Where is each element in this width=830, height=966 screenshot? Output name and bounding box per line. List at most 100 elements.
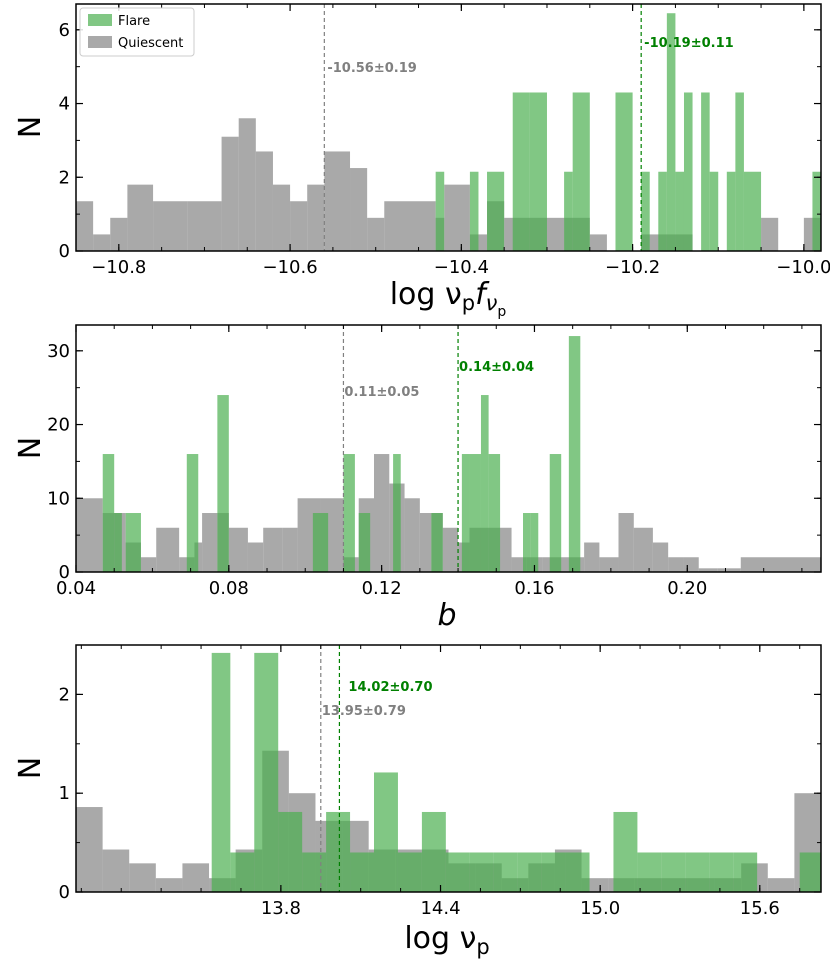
panel-1-quiescent-bar-4 — [153, 201, 188, 251]
panel-2-quiescent-bar-32 — [652, 542, 669, 572]
panel-1-quiescent-bar-10 — [290, 201, 308, 251]
panel-1-ytick-label: 0 — [59, 241, 70, 262]
panel-1-ytick-label: 4 — [59, 94, 70, 115]
panel-3-quiescent-bar-1 — [102, 849, 130, 892]
panel-1-flare-bar-4 — [529, 92, 547, 251]
panel-1-flare-bar-15 — [726, 171, 736, 251]
panel-1-xtick-label: −10.8 — [91, 257, 146, 278]
panel-1-xtick-label: −10.4 — [434, 257, 489, 278]
panel-2-quiescent-bar-4 — [156, 527, 180, 572]
panel-2-quiescent-bar-30 — [618, 513, 634, 572]
panel-3-flare-bar-3 — [278, 811, 303, 892]
panel-3-flare-bar-4 — [302, 852, 327, 892]
panel-1-flare-bar-14 — [709, 171, 719, 251]
panel-2-flare-median-label: 0.14±0.04 — [459, 360, 534, 375]
panel-3-medians: 13.95±0.79 14.02±0.70 — [320, 645, 433, 892]
panel-1-quiescent-bar-9 — [272, 184, 291, 251]
panel-3-xtick-label: 14.4 — [420, 898, 460, 919]
panel-3-quiescent-bar-4 — [182, 863, 210, 892]
panel-2-xtick-label: 0.16 — [514, 578, 554, 599]
panel-1-flare-bar-5 — [564, 171, 573, 251]
panel-2-flare-bar-14 — [488, 454, 501, 572]
panel-1-ticks: −10.8 −10.6 −10.4 −10.2 −10.0 0 2 4 6 — [59, 4, 830, 278]
panel-3-flare-median-label: 14.02±0.70 — [348, 680, 432, 695]
panel-3-quiescent-median-label: 13.95±0.79 — [322, 704, 406, 719]
legend-quiescent-label: Quiescent — [118, 36, 183, 51]
panel-2-quiescent-bar-33 — [668, 557, 684, 572]
panel-2-frame — [75, 324, 822, 573]
panel-1-quiescent-bar-0 — [76, 201, 94, 251]
panel-2-flare-bar-7 — [343, 454, 355, 572]
panel-2-quiescent-bar-34 — [683, 557, 699, 572]
panel-1-flare-bar-1 — [469, 171, 479, 251]
panel-1-xtick-label: −10.2 — [605, 257, 660, 278]
panel-3: 13.95±0.79 14.02±0.70 13.8 14.4 15.0 15.6 0 1 2… — [13, 644, 822, 959]
panel-1-flare-bar-7 — [615, 92, 633, 251]
panel-2-flare-bar-3 — [186, 454, 199, 572]
panel-3-flare-bar-22 — [799, 852, 821, 892]
panel-3-quiescent-bar-2 — [129, 863, 156, 892]
panel-2-quiescent-bar-3 — [140, 557, 157, 572]
panel-1-quiescent-bar-6 — [221, 136, 239, 251]
panel-2-flare-bar-5 — [312, 513, 321, 572]
panel-2-quiescent-bar-36 — [717, 568, 741, 572]
legend-quiescent-swatch — [88, 36, 112, 48]
panel-1-quiescent-bar-8 — [255, 151, 273, 251]
panel-2-flare-bar-0 — [102, 454, 115, 572]
panel-3-flare-bars — [211, 652, 821, 892]
panel-2-ytick-label: 30 — [47, 341, 70, 362]
panel-1-ylabel: N — [13, 116, 48, 138]
panel-1-xtick-label: −10.6 — [262, 257, 317, 278]
panel-1-flare-bar-13 — [701, 92, 710, 251]
panel-1-quiescent-bar-14 — [367, 217, 385, 251]
panel-2-quiescent-bar-31 — [633, 527, 653, 572]
panel-2-quiescent-bar-17 — [374, 454, 390, 572]
panel-2-xtick-label: 0.20 — [667, 578, 707, 599]
panel-1-quiescent-bar-7 — [238, 118, 256, 251]
panel-1-flare-bar-3 — [512, 92, 530, 251]
panel-3-frame — [75, 644, 822, 893]
panel-1-quiescent-bar-11 — [307, 184, 325, 251]
panel-1-flare-bar-9 — [658, 171, 667, 251]
panel-2-ytick-label: 20 — [47, 415, 70, 436]
panel-1-flare-bar-18 — [812, 171, 821, 251]
panel-3-xlabel: log νp — [404, 921, 489, 959]
panel-1-ytick-label: 6 — [59, 20, 70, 41]
panel-2-ytick-label: 0 — [59, 562, 70, 583]
panel-1-flare-bar-8 — [641, 171, 650, 251]
panel-1-quiescent-bar-12 — [324, 151, 351, 251]
legend: Flare Quiescent — [79, 7, 195, 57]
panel-3-flare-bar-20 — [709, 852, 734, 892]
panel-2-xlabel: b — [437, 598, 456, 633]
panel-2: 0.11±0.050.14±0.04 0.04 0.08 0.12 0.16 0.200… — [13, 324, 822, 633]
panel-2-flare-bar-8 — [358, 513, 371, 572]
panel-1-quiescent-bar-15 — [384, 201, 436, 251]
panel-2-quiescent-bar-20 — [419, 513, 432, 572]
panel-2-xtick-label: 0.08 — [209, 578, 249, 599]
panel-2-flare-bar-15 — [523, 513, 531, 572]
panel-3-flare-bar-17 — [637, 852, 662, 892]
panel-1-flare-bars — [435, 13, 821, 251]
panel-3-quiescent-bar-3 — [155, 878, 183, 892]
panel-3-flare-bar-9 — [421, 811, 446, 892]
panel-2-flare-bar-2 — [125, 513, 141, 572]
panel-2-quiescent-bar-6 — [194, 542, 203, 572]
panel-2-quiescent-bar-11 — [263, 527, 283, 572]
panel-1-flare-bar-2 — [487, 171, 505, 251]
panel-3-flare-bar-14 — [541, 852, 566, 892]
panel-2-flare-bar-11 — [461, 454, 470, 572]
panel-3-flare-bar-11 — [469, 852, 494, 892]
panel-1-medians: -10.56±0.19 -10.19±0.11 — [323, 4, 734, 251]
panel-3-flare-bar-21 — [733, 852, 758, 892]
panel-2-quiescent-bar-7 — [202, 513, 218, 572]
panel-3-flare-bar-13 — [517, 852, 542, 892]
panel-2-quiescent-bar-12 — [282, 527, 298, 572]
panel-1-quiescent-bar-17 — [444, 184, 470, 251]
panel-2-quiescent-bar-22 — [442, 527, 459, 572]
panel-1-flare-bar-17 — [743, 171, 762, 251]
panel-1-flare-bar-16 — [735, 92, 744, 251]
panel-2-ticks: 0.04 0.08 0.12 0.16 0.20 0 10 20 30 — [47, 325, 821, 599]
panel-2-ytick-label: 10 — [47, 488, 70, 509]
panel-3-ylabel: N — [13, 757, 48, 779]
legend-flare-label: Flare — [118, 14, 150, 29]
